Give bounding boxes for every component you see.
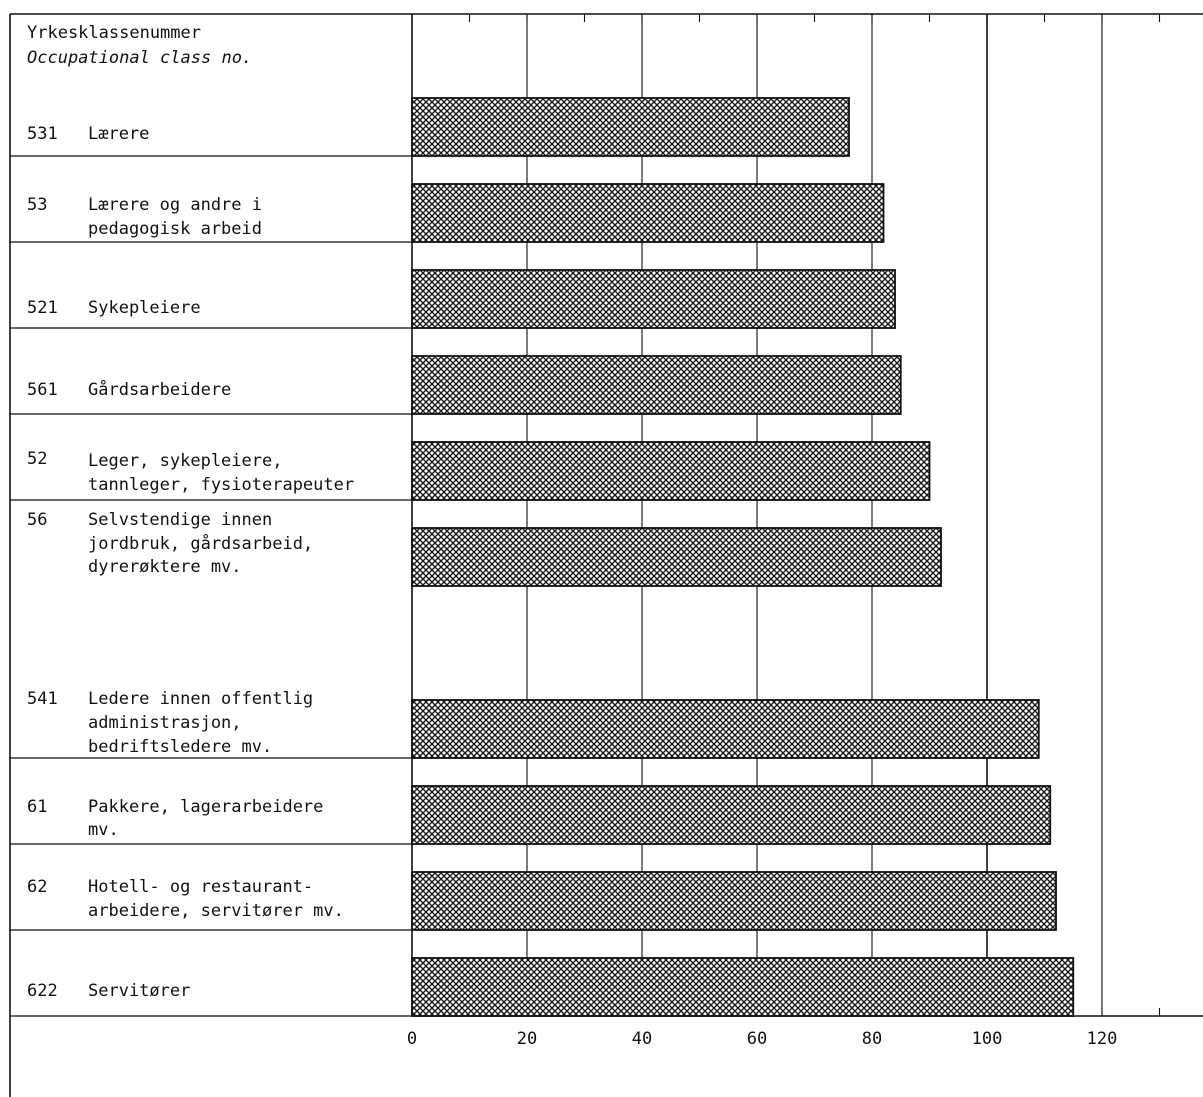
category-code: 561 <box>27 380 58 400</box>
bar-56 <box>411 527 942 587</box>
x-tick-label: 60 <box>747 1029 767 1049</box>
category-label: bedriftsledere mv. <box>88 737 272 757</box>
bar-61 <box>411 785 1052 845</box>
bar-541 <box>411 699 1040 759</box>
bar-622 <box>411 957 1075 1017</box>
bar-561 <box>411 355 902 415</box>
x-tick-label: 40 <box>632 1029 652 1049</box>
category-code: 53 <box>27 195 47 215</box>
bar-531 <box>411 97 850 157</box>
category-label: mv. <box>88 820 119 840</box>
bar-53 <box>411 183 885 243</box>
x-tick-label: 80 <box>862 1029 882 1049</box>
bars <box>411 97 1075 1017</box>
category-label: pedagogisk arbeid <box>88 219 262 239</box>
category-label: Ledere innen offentlig <box>88 689 313 709</box>
header: Yrkesklassenummer Occupational class no. <box>27 23 252 68</box>
bar-52 <box>411 441 931 501</box>
x-axis-ticks: 0 20 40 60 80 100 120 <box>407 1029 1117 1049</box>
bar-521 <box>411 269 896 329</box>
category-code: 52 <box>27 449 47 469</box>
category-code: 622 <box>27 981 58 1001</box>
header-title: Yrkesklassenummer <box>27 23 201 43</box>
category-label: Servitører <box>88 981 190 1001</box>
x-tick-label: 0 <box>407 1029 417 1049</box>
category-label: Lærere <box>88 124 149 144</box>
category-labels: 531 Lærere 53 Lærere og andre i pedagogisk a… <box>27 124 354 1001</box>
category-label: arbeidere, servitører mv. <box>88 901 344 921</box>
category-code: 56 <box>27 510 47 530</box>
category-label: Pakkere, lagerarbeidere <box>88 797 323 817</box>
x-tick-label: 100 <box>972 1029 1003 1049</box>
category-label: Sykepleiere <box>88 298 201 318</box>
category-code: 521 <box>27 298 58 318</box>
category-label: dyrerøktere mv. <box>88 557 242 577</box>
header-subtitle: Occupational class no. <box>27 48 252 68</box>
category-label: administrasjon, <box>88 713 242 733</box>
category-code: 531 <box>27 124 58 144</box>
grid-lines <box>411 14 1161 1016</box>
category-label: Lærere og andre i <box>88 195 262 215</box>
category-label: Gårdsarbeidere <box>88 379 231 400</box>
category-code: 61 <box>27 797 47 817</box>
category-label: jordbruk, gårdsarbeid, <box>88 533 313 554</box>
x-tick-label: 120 <box>1087 1029 1118 1049</box>
category-label: tannleger, fysioterapeuter <box>88 475 354 495</box>
bar-62 <box>411 871 1057 931</box>
category-label: Selvstendige innen <box>88 510 272 530</box>
category-label: Hotell- og restaurant- <box>88 877 313 897</box>
category-code: 541 <box>27 689 58 709</box>
category-code: 62 <box>27 877 47 897</box>
category-label: Leger, sykepleiere, <box>88 451 282 471</box>
x-tick-label: 20 <box>517 1029 537 1049</box>
